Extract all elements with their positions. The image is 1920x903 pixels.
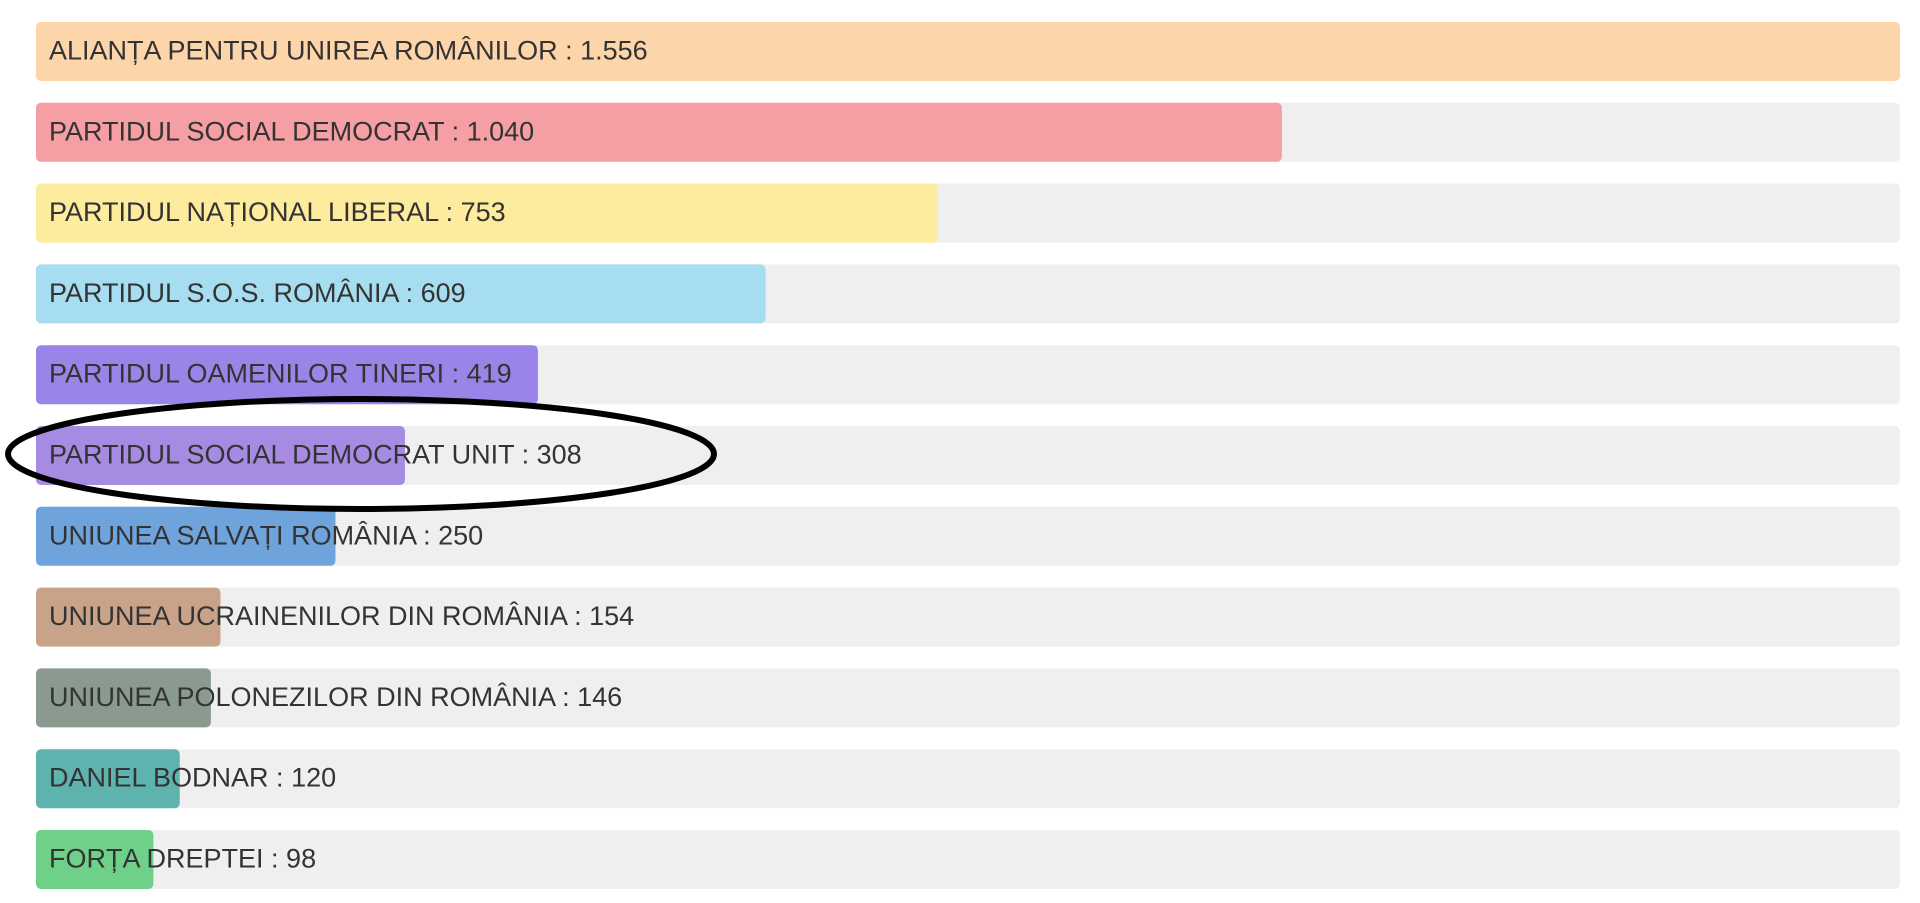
value-label: 1.556 [580, 36, 648, 66]
bar-label: PARTIDUL S.O.S. ROMÂNIA : 609 [49, 277, 466, 308]
value-label: 250 [438, 520, 483, 550]
label-separator: : [444, 359, 467, 389]
bar [36, 22, 1900, 81]
value-label: 98 [286, 844, 316, 874]
bar-label: PARTIDUL SOCIAL DEMOCRAT : 1.040 [49, 116, 534, 146]
label-separator: : [444, 116, 467, 146]
bar-track [36, 587, 1900, 647]
category-label: DANIEL BODNAR [49, 763, 269, 793]
value-label: 1.040 [467, 116, 535, 146]
category-label: UNIUNEA POLONEZILOR DIN ROMÂNIA [49, 681, 556, 712]
label-separator: : [264, 844, 287, 874]
bar-label: UNIUNEA UCRAINENILOR DIN ROMÂNIA : 154 [49, 600, 634, 631]
category-label: PARTIDUL SOCIAL DEMOCRAT UNIT [49, 440, 514, 470]
category-label: UNIUNEA SALVAȚI ROMÂNIA [49, 519, 417, 550]
bar-label: ALIANȚA PENTRU UNIREA ROMÂNILOR : 1.556 [49, 35, 648, 66]
bar-label: UNIUNEA POLONEZILOR DIN ROMÂNIA : 146 [49, 681, 622, 712]
bar-track [36, 426, 1900, 485]
highlight-ellipse [5, 396, 717, 512]
value-label: 609 [421, 278, 466, 308]
label-separator: : [269, 763, 292, 793]
value-label: 154 [589, 601, 634, 631]
bar [36, 183, 939, 243]
bar-label: PARTIDUL OAMENILOR TINERI : 419 [49, 359, 512, 389]
bar-label: UNIUNEA SALVAȚI ROMÂNIA : 250 [49, 519, 483, 550]
category-label: FORȚA DREPTEI [49, 844, 264, 874]
bar-track [36, 749, 1900, 809]
bar [36, 426, 405, 485]
value-label: 120 [291, 763, 336, 793]
bar-label: FORȚA DREPTEI : 98 [49, 844, 316, 874]
bar [36, 830, 154, 889]
value-label: 308 [537, 440, 582, 470]
rows: ALIANȚA PENTRU UNIREA ROMÂNILOR : 1.556 P… [36, 22, 1900, 889]
label-separator: : [567, 601, 590, 631]
bar [36, 345, 538, 405]
bar-track [36, 668, 1900, 728]
value-label: 419 [467, 359, 512, 389]
value-label: 146 [577, 682, 622, 712]
bar [36, 749, 180, 809]
bar-label: PARTIDUL NAȚIONAL LIBERAL : 753 [49, 197, 506, 227]
category-label: PARTIDUL S.O.S. ROMÂNIA [49, 277, 400, 308]
bar [36, 102, 1282, 162]
bar [36, 668, 211, 728]
category-label: PARTIDUL SOCIAL DEMOCRAT [49, 116, 444, 146]
value-label: 753 [461, 197, 506, 227]
label-separator: : [398, 278, 421, 308]
label-separator: : [438, 197, 461, 227]
label-separator: : [416, 520, 439, 550]
label-separator: : [558, 36, 581, 66]
category-label: PARTIDUL OAMENILOR TINERI [49, 359, 444, 389]
category-label: UNIUNEA UCRAINENILOR DIN ROMÂNIA [49, 600, 568, 631]
bar [36, 587, 221, 647]
label-separator: : [555, 682, 578, 712]
bar [36, 264, 766, 324]
bar [36, 506, 336, 566]
category-label: ALIANȚA PENTRU UNIREA ROMÂNILOR [49, 35, 558, 66]
bar-track [36, 830, 1900, 889]
label-separator: : [514, 440, 537, 470]
category-label: PARTIDUL NAȚIONAL LIBERAL [49, 197, 439, 227]
bar-track [36, 506, 1900, 566]
bar-label: DANIEL BODNAR : 120 [49, 763, 336, 793]
bar-label: PARTIDUL SOCIAL DEMOCRAT UNIT : 308 [49, 440, 582, 470]
